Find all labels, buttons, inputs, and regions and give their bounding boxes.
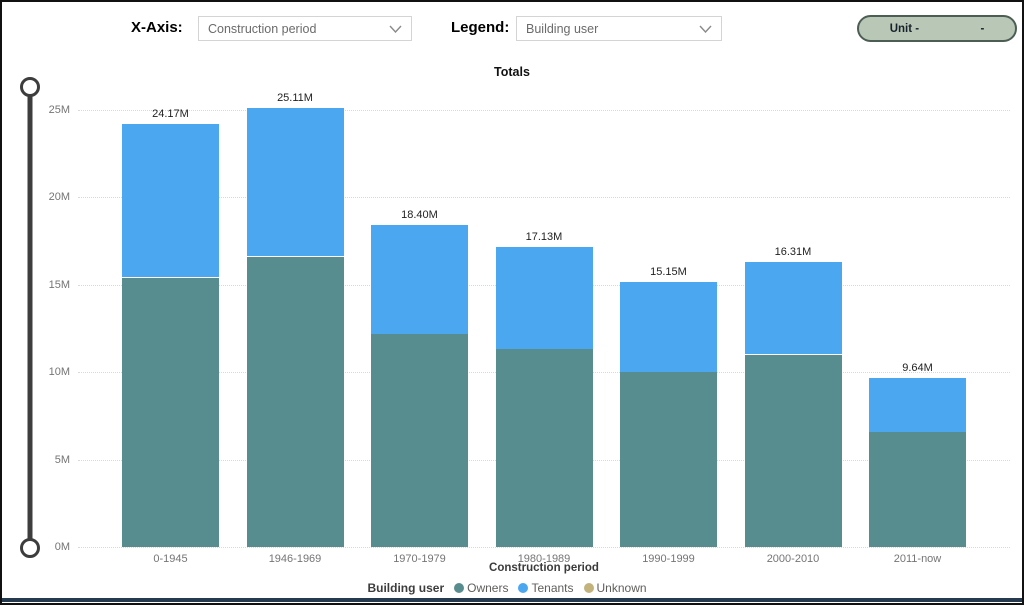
bar-segment-tenants[interactable] xyxy=(371,225,468,334)
y-axis-tick-label: 5M xyxy=(54,453,70,466)
bar-segment-owners[interactable] xyxy=(869,432,966,547)
x-axis-dropdown-value: Construction period xyxy=(208,21,317,36)
x-axis-tick-label: 1946-1969 xyxy=(268,553,322,565)
bottom-accent-bar xyxy=(2,598,1022,602)
bar-segment-tenants[interactable] xyxy=(744,261,842,355)
legend-title: Building user xyxy=(367,581,445,595)
bar-segment-owners[interactable] xyxy=(122,277,219,547)
bar-total-label: 24.17M xyxy=(152,108,189,121)
bar-segment-tenants[interactable] xyxy=(246,107,344,257)
unit-toggle-right: - xyxy=(980,22,985,35)
legend-selector-label: Legend: xyxy=(451,19,510,36)
legend-item-label: Tenants xyxy=(531,581,574,595)
chevron-down-icon xyxy=(389,22,402,36)
y-range-slider[interactable] xyxy=(15,70,47,572)
bar-segment-tenants[interactable] xyxy=(495,247,593,350)
y-axis-tick-label: 0M xyxy=(54,541,70,553)
legend-swatch-icon xyxy=(518,583,529,593)
legend-item-label: Unknown xyxy=(596,581,647,595)
bar-segment-owners[interactable] xyxy=(620,372,717,547)
x-axis-tick-label: 1990-1999 xyxy=(642,553,695,565)
bar-segment-tenants[interactable] xyxy=(869,378,966,433)
slider-handle-bottom[interactable] xyxy=(20,538,40,558)
legend-item-tenants[interactable]: Tenants xyxy=(518,581,574,595)
y-axis-tick-label: 20M xyxy=(48,191,70,203)
bar-segment-owners[interactable] xyxy=(744,354,842,547)
legend-swatch-icon xyxy=(583,583,594,593)
chevron-down-icon xyxy=(699,22,712,36)
bar-total-label: 15.15M xyxy=(650,265,687,278)
unit-toggle-button[interactable]: Unit - - xyxy=(857,15,1017,42)
legend: Building user Owners Tenants Unknown xyxy=(2,581,1012,595)
legend-dropdown[interactable]: Building user xyxy=(516,16,722,41)
x-axis-title: Construction period xyxy=(489,562,599,574)
unit-toggle-left: Unit - xyxy=(889,22,920,35)
bar-total-label: 17.13M xyxy=(525,231,563,244)
bar-total-label: 9.64M xyxy=(902,362,933,375)
y-axis-tick-label: 25M xyxy=(48,103,70,116)
bar-total-label: 18.40M xyxy=(401,209,438,221)
x-axis-selector-label: X-Axis: xyxy=(131,19,183,36)
bar-total-label: 16.31M xyxy=(774,245,812,258)
legend-item-owners[interactable]: Owners xyxy=(454,581,508,595)
x-axis-tick-label: 1980-1989 xyxy=(517,553,571,565)
bar-segment-owners[interactable] xyxy=(495,349,593,547)
legend-swatch-icon xyxy=(454,583,465,593)
gridline xyxy=(78,547,1010,548)
bar-segment-owners[interactable] xyxy=(246,256,344,547)
bar-segment-owners[interactable] xyxy=(371,333,468,547)
x-axis-tick-label: 2000-2010 xyxy=(766,553,820,565)
legend-dropdown-value: Building user xyxy=(526,21,599,36)
bar-total-label: 25.11M xyxy=(277,91,313,104)
x-axis-tick-label: 0-1945 xyxy=(153,553,188,565)
legend-item-label: Owners xyxy=(467,581,509,595)
y-axis-tick-label: 15M xyxy=(48,278,70,291)
gridline xyxy=(78,109,1010,111)
y-axis-tick-label: 10M xyxy=(48,366,70,378)
x-axis-tick-label: 1970-1979 xyxy=(393,553,446,565)
legend-items: Owners Tenants Unknown xyxy=(454,581,647,595)
bar-segment-tenants[interactable] xyxy=(620,281,717,372)
legend-item-unknown[interactable]: Unknown xyxy=(583,581,647,595)
bar-segment-tenants[interactable] xyxy=(122,124,219,278)
x-axis-tick-label: 2011-now xyxy=(893,553,942,565)
x-axis-dropdown[interactable]: Construction period xyxy=(198,16,412,41)
gridline xyxy=(78,197,1010,198)
chart-title: Totals xyxy=(494,65,530,79)
slider-handle-top[interactable] xyxy=(20,77,40,97)
